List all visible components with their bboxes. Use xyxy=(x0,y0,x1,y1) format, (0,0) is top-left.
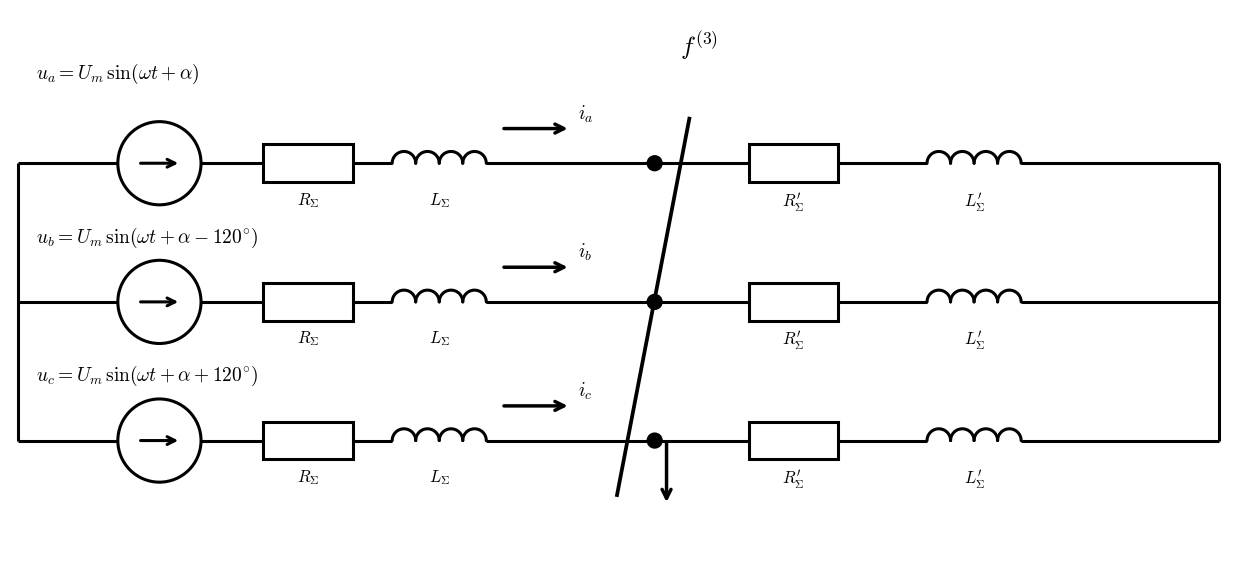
Text: $L_{\Sigma}'$: $L_{\Sigma}'$ xyxy=(964,469,985,491)
Text: $L_{\Sigma}$: $L_{\Sigma}$ xyxy=(429,469,450,487)
Text: $u_a = U_m\,\sin(\omega t + \alpha)$: $u_a = U_m\,\sin(\omega t + \alpha)$ xyxy=(36,62,199,86)
Text: $f^{(3)}$: $f^{(3)}$ xyxy=(680,30,719,62)
Text: $R_{\Sigma}'$: $R_{\Sigma}'$ xyxy=(782,329,804,352)
Text: $R_{\Sigma}'$: $R_{\Sigma}'$ xyxy=(782,191,804,214)
Text: $L_{\Sigma}$: $L_{\Sigma}$ xyxy=(429,191,450,210)
Text: $i_a$: $i_a$ xyxy=(579,103,593,125)
Circle shape xyxy=(647,294,662,309)
Text: $u_b = U_m\,\sin(\omega t + \alpha - 120^{\circ})$: $u_b = U_m\,\sin(\omega t + \alpha - 120… xyxy=(36,225,258,250)
Circle shape xyxy=(118,260,201,343)
Circle shape xyxy=(118,399,201,482)
Circle shape xyxy=(118,122,201,205)
Bar xyxy=(264,144,353,182)
Bar xyxy=(748,283,838,321)
Circle shape xyxy=(647,156,662,171)
Text: $R_{\Sigma}$: $R_{\Sigma}$ xyxy=(297,329,320,349)
Text: $L_{\Sigma}$: $L_{\Sigma}$ xyxy=(429,329,450,349)
Text: $i_b$: $i_b$ xyxy=(579,242,592,263)
Text: $L_{\Sigma}'$: $L_{\Sigma}'$ xyxy=(964,191,985,214)
Bar xyxy=(748,422,838,459)
Text: $L_{\Sigma}'$: $L_{\Sigma}'$ xyxy=(964,329,985,352)
Text: $i_c$: $i_c$ xyxy=(579,381,593,402)
Bar xyxy=(264,283,353,321)
Bar xyxy=(264,422,353,459)
Text: $R_{\Sigma}$: $R_{\Sigma}$ xyxy=(297,191,320,210)
Text: $u_c = U_m\,\sin(\omega t + \alpha + 120^{\circ})$: $u_c = U_m\,\sin(\omega t + \alpha + 120… xyxy=(36,364,258,388)
Text: $R_{\Sigma}'$: $R_{\Sigma}'$ xyxy=(782,469,804,491)
Text: $R_{\Sigma}$: $R_{\Sigma}$ xyxy=(297,469,320,487)
Bar xyxy=(748,144,838,182)
Circle shape xyxy=(647,433,662,448)
